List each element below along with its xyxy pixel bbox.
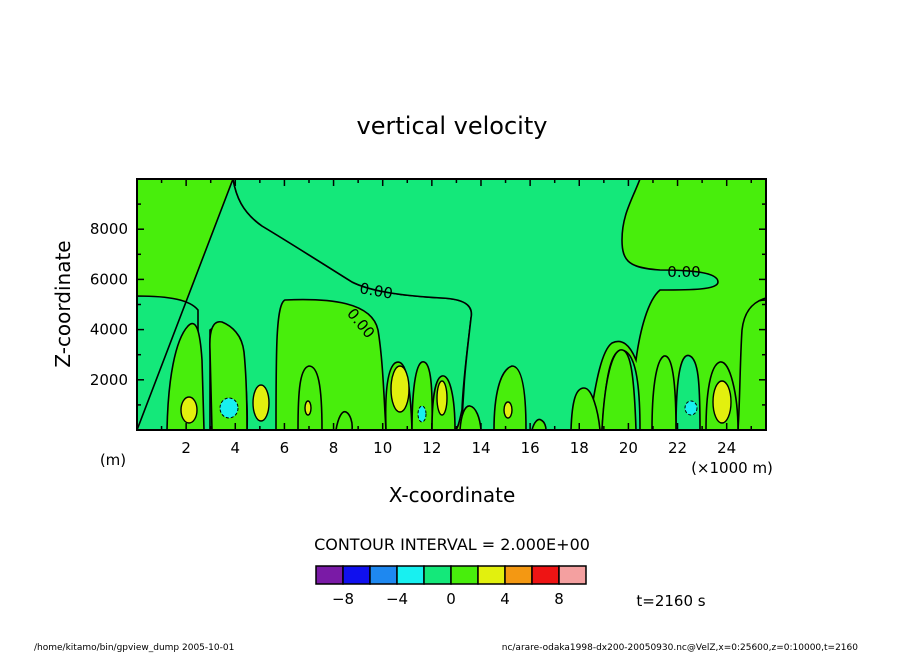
field-region-pos-left-2 [209,321,248,430]
field-region-pos-col-17 [570,387,601,430]
colorbar-tick-label: −4 [386,590,408,608]
footer-left: /home/kitamo/bin/gpview_dump 2005-10-01 [34,643,234,653]
field-region-pos-col-14 [459,405,482,430]
x-tick-label: 20 [619,439,638,457]
x-unit-label: (×1000 m) [691,459,773,477]
x-tick-label: 12 [422,439,441,457]
colorbar-swatch [315,565,344,585]
colorbar: −8 −4 0 4 8 [315,565,587,608]
colorbar-swatch [369,565,398,585]
field-region-2-4 [304,400,312,416]
x-tick-label: 22 [668,439,687,457]
x-tick-label: 14 [471,439,490,457]
contour-interval-text: CONTOUR INTERVAL = 2.000E+00 [314,535,590,554]
contour-label: 0.00 [667,263,700,281]
colorbar-tick-label: 0 [446,590,456,608]
x-tick-label: 24 [717,439,736,457]
colorbar-tick-label: 4 [500,590,510,608]
field-region-2-4 [180,396,198,424]
field-region-2-4 [503,401,513,419]
field-region-pos-col-15 [493,365,527,430]
field-region-2-4 [252,384,270,422]
x-tick-label: 10 [373,439,392,457]
y-axis-label: Z-coordinate [51,240,75,367]
field-region-neg4-neg2 [684,400,698,416]
field-region-neg4-neg2 [219,397,239,419]
x-tick-label: 4 [231,439,241,457]
y-tick-label: 8000 [90,220,128,238]
colorbar-tick-label: 8 [554,590,564,608]
y-tick-label: 4000 [90,321,128,339]
field-region-pos-col-21 [651,355,677,430]
field-region-neg4-neg2 [417,405,427,423]
x-tick-label: 6 [280,439,290,457]
time-label: t=2160 s [636,592,705,610]
x-tick-label: 16 [521,439,540,457]
plot-area: 0.00 0.00 0.00 [136,178,767,431]
x-tick-label: 18 [570,439,589,457]
chart-title: vertical velocity [357,112,548,140]
colorbar-swatch [423,565,452,585]
colorbar-swatch [558,565,587,585]
colorbar-swatch [396,565,425,585]
y-tick-label: 6000 [90,270,128,288]
colorbar-swatch [531,565,560,585]
colorbar-tick-label: −8 [332,590,354,608]
colorbar-swatch [477,565,506,585]
x-axis-label: X-coordinate [389,483,516,507]
footer-right: nc/arare-odaka1998-dx200-20050930.nc@Vel… [502,643,859,653]
y-tick-label: 2000 [90,371,128,389]
colorbar-swatch [450,565,479,585]
field-region-pos-col-9 [335,410,353,430]
y-unit-label: (m) [100,451,126,469]
field-region-pos-col-16 [531,418,547,430]
contour-label: 0.00 [358,279,394,303]
colorbar-swatch [342,565,371,585]
x-tick-label: 8 [329,439,339,457]
field-region-pos-col-11 [411,361,433,430]
x-tick-label: 2 [181,439,191,457]
field-region-pos-col-7 [297,365,323,430]
colorbar-swatch [504,565,533,585]
field-region-pos-col-20 [601,349,637,430]
field-region-2-4 [436,380,448,416]
field-region-2-4 [390,365,410,413]
field-region-2-4 [712,380,732,424]
